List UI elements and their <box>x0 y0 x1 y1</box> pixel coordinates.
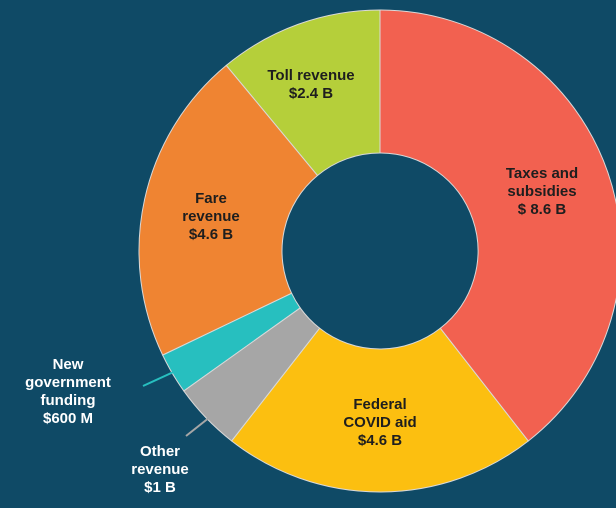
value-label: $2.4 B <box>288 85 334 102</box>
slice <box>379 9 616 442</box>
slice-label: Toll revenue $2.4 B <box>267 67 354 103</box>
slice-label: Other revenue $1 B <box>131 443 189 497</box>
slice-label: Taxes and subsidies $ 8.6 B <box>506 165 578 219</box>
category-label: Taxes and subsidies <box>505 165 579 200</box>
value-label: $ 8.6 B <box>517 201 567 218</box>
category-label: Toll revenue <box>267 67 355 84</box>
leader-line <box>185 416 211 437</box>
value-label: $4.6 B <box>188 226 234 243</box>
slice <box>230 327 530 493</box>
slice <box>138 64 319 356</box>
value-label: $1 B <box>144 479 176 496</box>
leader-line <box>142 368 181 387</box>
value-label: $600 M <box>42 410 94 427</box>
value-label: $4.6 B <box>357 432 403 449</box>
category-label: New government funding <box>25 356 111 409</box>
category-label: Federal COVID aid <box>343 396 417 431</box>
slice-label: Fare revenue $4.6 B <box>182 190 240 244</box>
slice-label: New government funding $600 M <box>25 356 111 428</box>
slice-label: Federal COVID aid $4.6 B <box>343 396 416 450</box>
slice <box>161 292 301 392</box>
category-label: Other revenue <box>131 443 189 478</box>
category-label: Fare revenue <box>182 190 240 225</box>
slice <box>183 307 321 442</box>
